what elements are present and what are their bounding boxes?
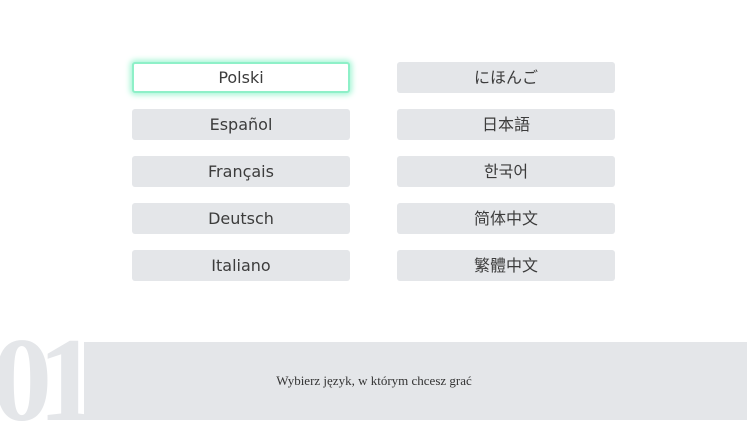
step-number: 01: [0, 313, 98, 446]
language-button[interactable]: Polski: [132, 62, 350, 93]
language-button[interactable]: 日本語: [397, 109, 615, 140]
instruction: Wybierz język, w którym chcesz grać: [276, 373, 472, 388]
language-button[interactable]: Italiano: [132, 250, 350, 281]
language-button[interactable]: Español: [132, 109, 350, 140]
language-button[interactable]: 繁體中文: [397, 250, 615, 281]
language-button[interactable]: Français: [132, 156, 350, 187]
language-select-screen: 01 Wybierz język, w którym chcesz grać P…: [0, 62, 747, 440]
language-button[interactable]: 简体中文: [397, 203, 615, 234]
language-button[interactable]: 한국어: [397, 156, 615, 187]
language-button[interactable]: Deutsch: [132, 203, 350, 234]
language-button[interactable]: にほんご: [397, 62, 615, 93]
footer-panel: [84, 342, 747, 420]
